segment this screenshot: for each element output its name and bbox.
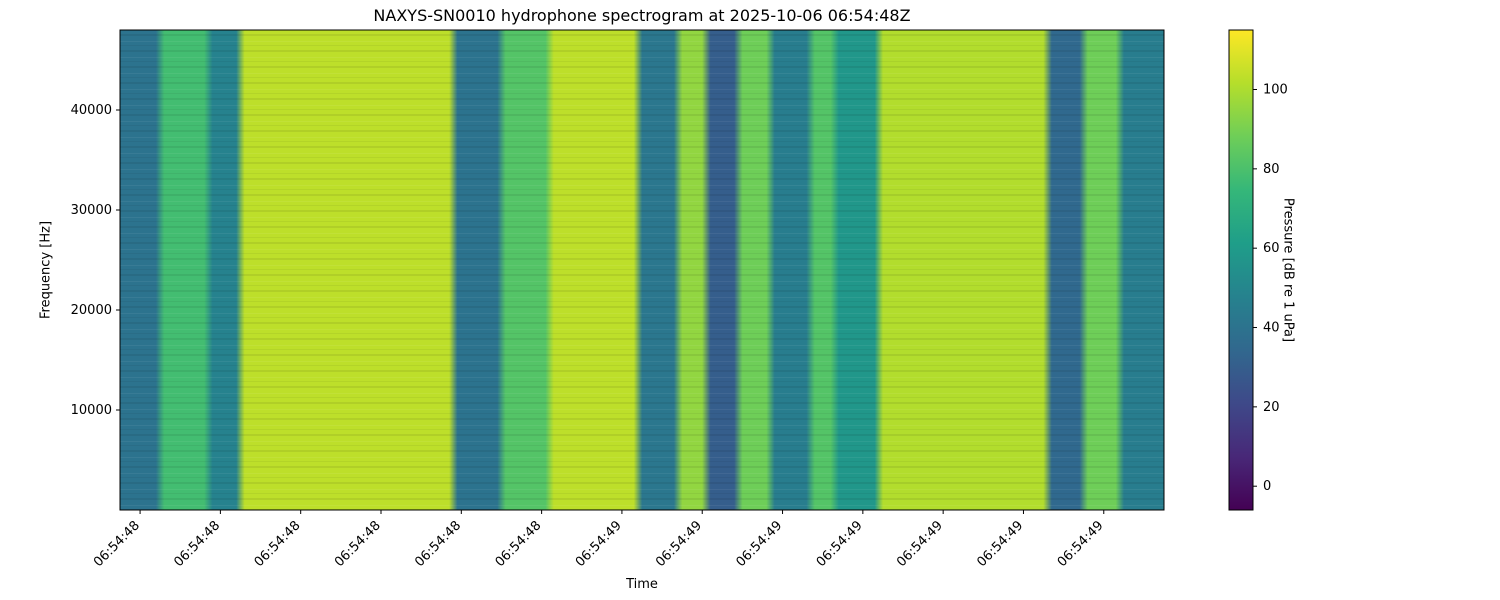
x-tick-label: 06:54:49 [733,518,785,570]
x-tick-label: 06:54:49 [894,518,946,570]
y-axis-label: Frequency [Hz] [38,220,54,320]
x-tick-label: 06:54:48 [252,518,304,570]
x-tick-label: 06:54:48 [332,518,384,570]
y-tick-label: 20000 [71,303,112,318]
x-tick-label: 06:54:48 [171,518,223,570]
x-tick-label: 06:54:48 [493,518,545,570]
colorbar-label: Pressure [dB re 1 uPa] [1280,197,1296,343]
x-tick-label: 06:54:49 [573,518,625,570]
x-tick-label: 06:54:49 [814,518,866,570]
colorbar-tick-label: 0 [1263,479,1271,494]
spectrogram-texture [120,30,1164,510]
colorbar-tick-label: 60 [1263,241,1280,256]
colorbar [1228,29,1254,511]
colorbar-tick-label: 80 [1263,162,1280,177]
y-tick-label: 10000 [71,403,112,418]
x-tick-label: 06:54:49 [974,518,1026,570]
colorbar-tick-label: 20 [1263,400,1280,415]
chart-title: NAXYS-SN0010 hydrophone spectrogram at 2… [373,6,911,25]
y-tick-label: 30000 [71,203,112,218]
plot-frame [119,29,1165,511]
x-tick-label: 06:54:49 [653,518,705,570]
x-tick-label: 06:54:48 [412,518,464,570]
colorbar-tick-label: 40 [1263,321,1280,336]
x-axis-label: Time [626,577,658,592]
y-tick-label: 40000 [71,103,112,118]
x-tick-label: 06:54:48 [91,518,143,570]
x-tick-label: 06:54:49 [1055,518,1107,570]
colorbar-tick-label: 100 [1263,83,1288,98]
